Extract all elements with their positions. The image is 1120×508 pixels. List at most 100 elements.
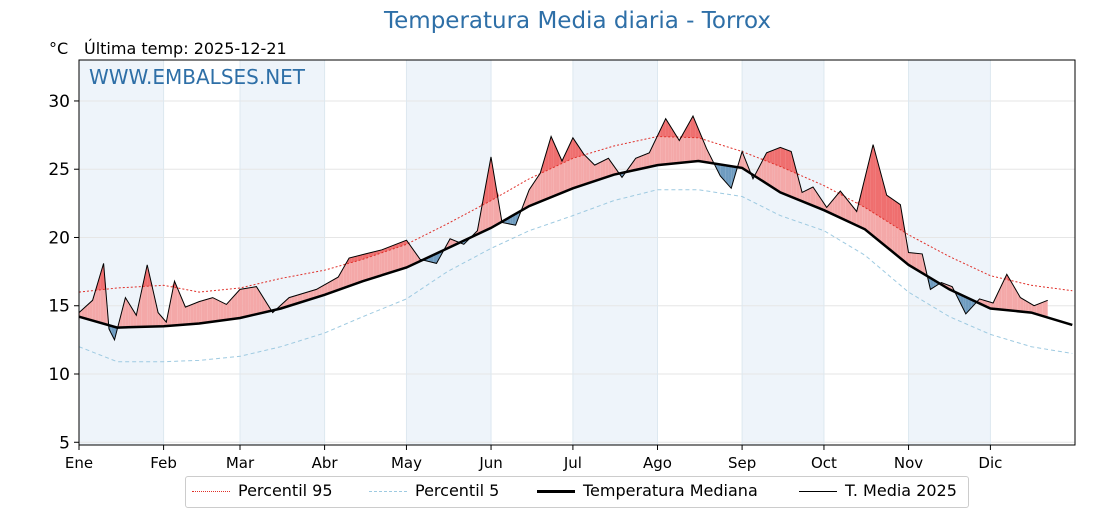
above-median-fill (343, 262, 347, 288)
above-median-fill (351, 256, 355, 286)
above-median-fill (914, 253, 917, 270)
above-p95-fill (357, 255, 361, 261)
above-median-fill (682, 130, 685, 163)
above-median-fill (559, 154, 562, 194)
above-median-fill (908, 252, 912, 267)
above-p95-fill (491, 156, 494, 201)
percentile-5-line (78, 189, 1073, 363)
above-median-fill (594, 163, 598, 182)
above-median-fill (398, 242, 401, 271)
above-median-fill (608, 158, 612, 177)
above-median-fill (706, 148, 710, 163)
year-2025-line (78, 114, 1048, 342)
above-median-fill (349, 257, 352, 287)
series-lines (78, 114, 1073, 363)
above-median-fill (373, 251, 377, 278)
above-median-fill (125, 297, 129, 328)
median-line-swatch (537, 490, 575, 493)
above-median-fill (155, 300, 159, 327)
above-p95-fill (542, 154, 546, 173)
above-median-fill (837, 191, 841, 218)
legend: Percentil 95 Percentil 5 Temperatura Med… (185, 476, 969, 508)
above-median-fill (229, 298, 232, 320)
below-median-fill (720, 164, 723, 180)
above-p95-fill (783, 148, 786, 169)
above-median-fill (561, 155, 565, 193)
below-median-fill (930, 277, 934, 290)
x-tick-label: Mar (226, 454, 255, 472)
above-median-fill (89, 300, 93, 321)
above-median-fill (480, 201, 483, 234)
above-median-fill (332, 278, 336, 292)
above-p95-fill (349, 257, 352, 264)
legend-label-median: Temperatura Mediana (583, 481, 758, 500)
above-p95-fill (370, 251, 374, 257)
above-median-fill (237, 289, 240, 319)
above-median-fill (297, 294, 301, 304)
above-median-fill (1044, 300, 1048, 318)
last-temp-label: Última temp: 2025-12-21 (84, 39, 287, 58)
above-p95-fill (1009, 278, 1013, 281)
below-median-fill (960, 294, 964, 309)
above-median-fill (248, 287, 251, 317)
year-line-swatch (799, 491, 837, 492)
above-median-fill (330, 280, 333, 293)
above-median-fill (179, 294, 183, 325)
above-median-fill (1028, 302, 1032, 313)
above-p95-fill (660, 124, 663, 137)
above-median-fill (600, 161, 603, 180)
above-median-fill (291, 295, 295, 306)
above-p95-fill (897, 202, 901, 230)
above-median-fill (340, 267, 344, 289)
above-median-fill (602, 159, 606, 179)
above-p95-fill (862, 178, 865, 208)
above-median-fill (128, 301, 131, 328)
above-median-fill (813, 186, 816, 207)
above-median-fill (840, 191, 844, 220)
x-tick-label: Oct (811, 454, 837, 472)
above-median-fill (384, 247, 388, 275)
above-p95-fill (551, 136, 554, 169)
below-median-fill (728, 165, 732, 189)
above-median-fill (357, 255, 361, 284)
month-band (239, 60, 325, 445)
above-median-fill (370, 251, 374, 279)
above-p95-fill (766, 151, 770, 163)
month-bands (79, 60, 991, 445)
above-median-fill (761, 158, 764, 182)
above-median-fill (856, 200, 860, 227)
above-median-fill (403, 240, 407, 269)
above-p95-fill (788, 150, 792, 172)
above-median-fill (1023, 299, 1026, 313)
x-tick-label: Abr (312, 454, 339, 472)
above-p95-fill (100, 263, 104, 290)
above-median-fill (652, 141, 655, 167)
month-band (79, 60, 164, 445)
above-median-fill (804, 189, 808, 204)
above-median-fill (169, 294, 172, 326)
above-p95-fill (769, 150, 773, 164)
above-median-fill (613, 165, 617, 175)
above-median-fill (796, 171, 800, 201)
above-p95-fill (881, 174, 884, 220)
above-median-fill (1036, 303, 1040, 316)
above-median-fill (802, 191, 805, 203)
above-median-fill (242, 288, 246, 318)
above-median-fill (319, 286, 322, 297)
chart-title: Temperatura Media diaria - Torrox (384, 8, 771, 34)
above-median-fill (1031, 304, 1035, 314)
chart-canvas: WWW.EMBALSES.NET 5 10 15 20 25 30 Ene Feb Mar Ab… (48, 59, 1076, 472)
above-p95-fill (360, 254, 363, 261)
above-median-fill (630, 162, 633, 172)
above-median-fill (149, 276, 153, 327)
above-median-fill (851, 204, 854, 225)
above-median-fill (84, 305, 88, 320)
above-median-fill (529, 185, 532, 207)
above-p95-fill (864, 166, 868, 210)
above-median-fill (362, 253, 366, 282)
below-median-fill (111, 326, 115, 340)
above-median-fill (799, 182, 803, 202)
above-median-fill (990, 302, 994, 309)
above-median-fill (259, 290, 262, 314)
x-tick-label: Jul (563, 454, 582, 472)
